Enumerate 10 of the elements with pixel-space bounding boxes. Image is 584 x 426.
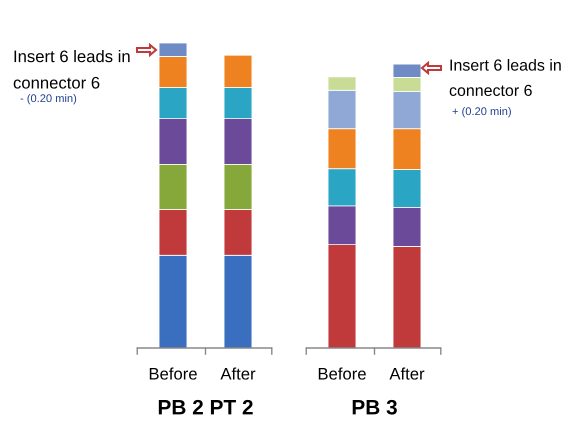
annotation: Insert 6 leads in connector 6 bbox=[450, 59, 561, 96]
text: PB 3 bbox=[352, 400, 397, 415]
text: + (0.20 min) bbox=[452, 107, 511, 118]
text: - (0.20 min) bbox=[20, 94, 76, 104]
x-tick-label: After bbox=[220, 367, 256, 380]
x-tick-label: Before bbox=[318, 367, 366, 380]
annotation: Insert 6 leads in connector 6 bbox=[14, 50, 130, 89]
text: PB 2 PT 2 bbox=[158, 400, 253, 414]
x-tick-label: After bbox=[389, 367, 424, 380]
x-tick-label: Before bbox=[150, 367, 197, 380]
